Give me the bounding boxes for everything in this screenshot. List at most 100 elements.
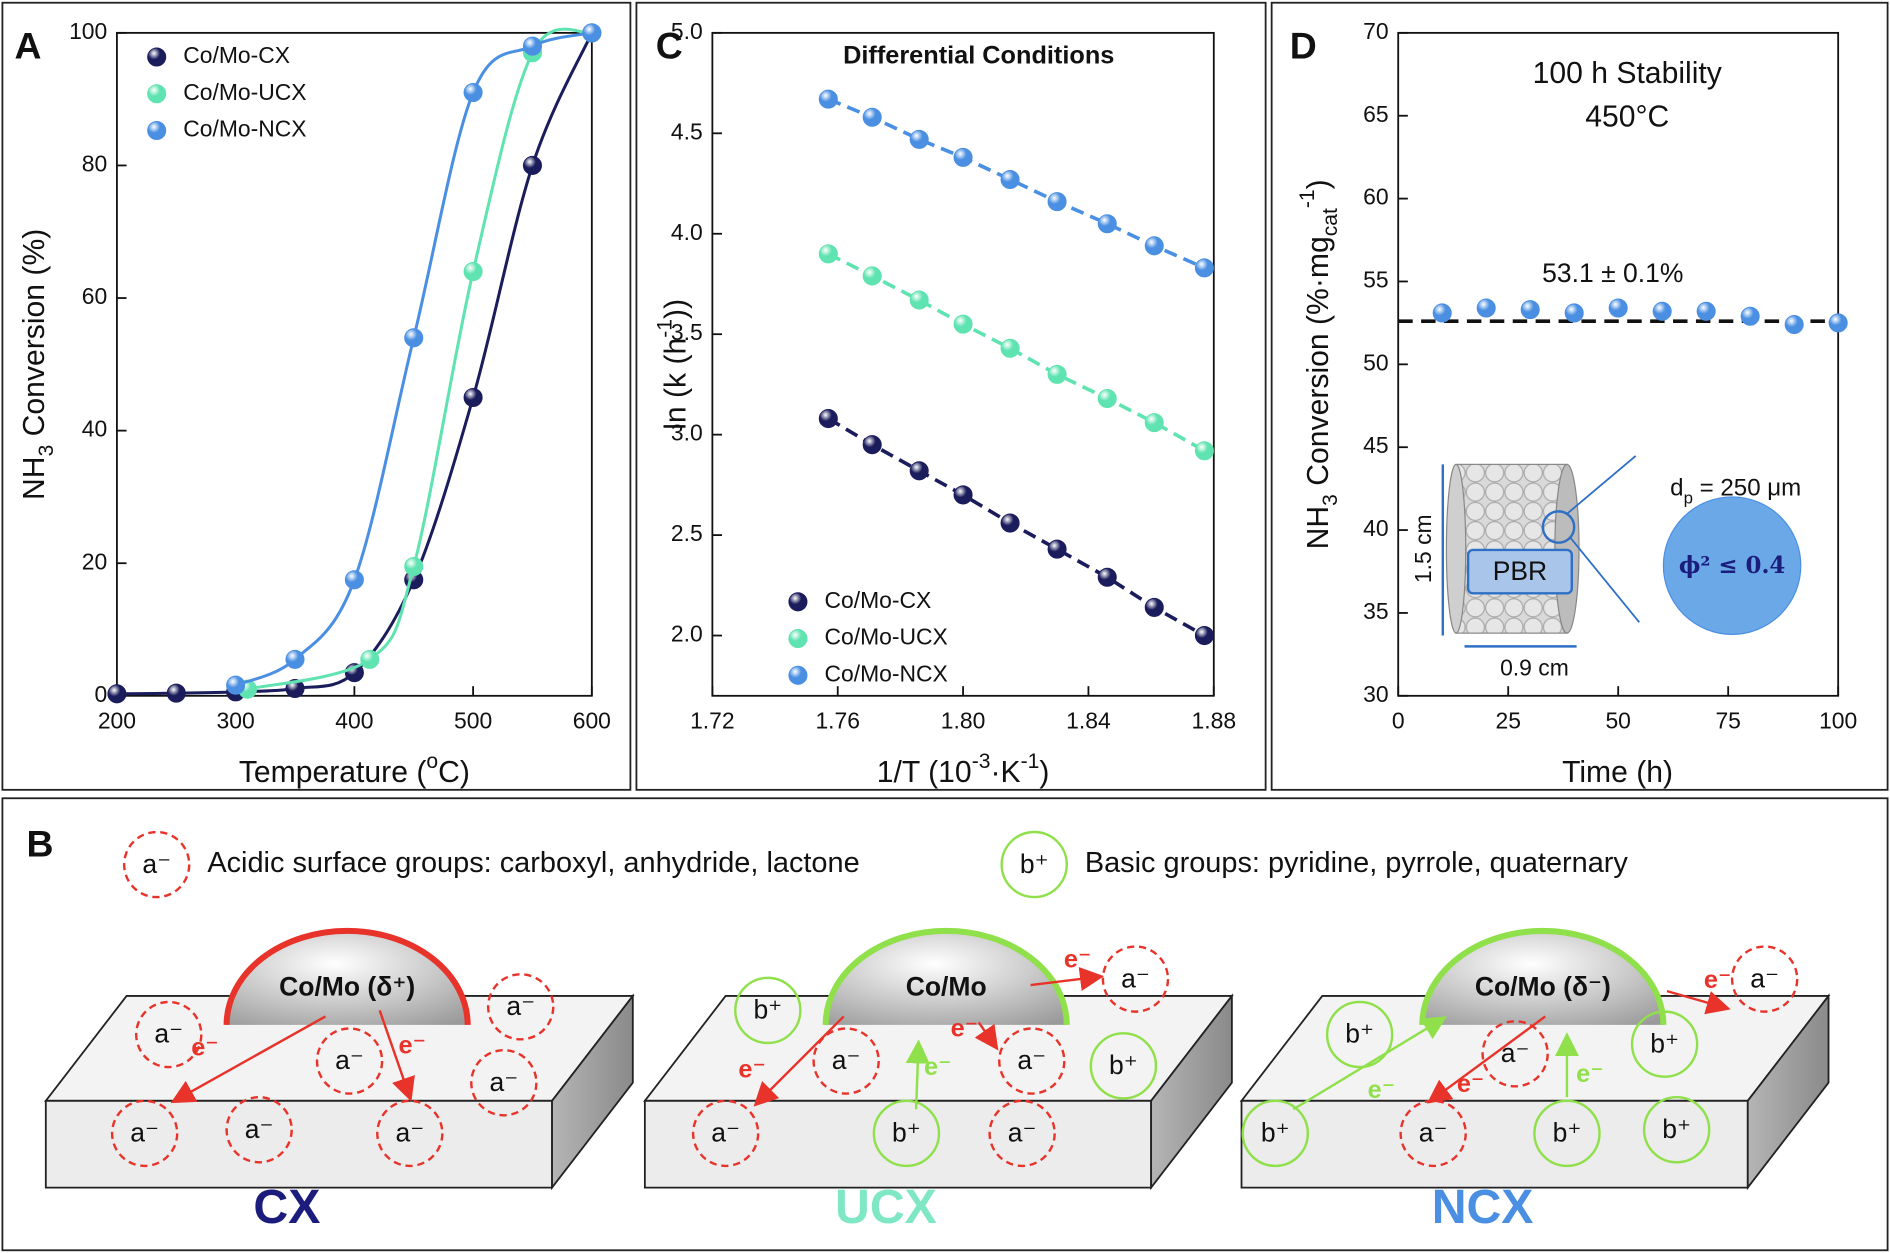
electron-arrow <box>170 1015 327 1104</box>
surface-group <box>376 1099 444 1168</box>
data-point <box>1432 303 1452 323</box>
group-label: a⁻ <box>489 1067 518 1097</box>
y-tick-label: 70 <box>1363 18 1388 44</box>
x-tick-label: 400 <box>335 707 373 733</box>
group-label: a⁻ <box>395 1118 424 1148</box>
surface-group <box>734 976 802 1045</box>
y-tick-label: 50 <box>1363 349 1388 375</box>
legend-label: Co/Mo-CX <box>183 42 290 68</box>
surface-group <box>998 1027 1066 1095</box>
y-tick-label: 3.5 <box>671 319 703 345</box>
surface-group <box>1399 1099 1467 1168</box>
x-axis-label: Time (h) <box>1562 756 1673 789</box>
x-tick-label: 1.72 <box>690 707 735 733</box>
y-tick-label: 2.5 <box>671 520 703 546</box>
x-tick-label: 300 <box>217 707 255 733</box>
group-label: b⁺ <box>1020 849 1049 879</box>
surface-group <box>872 1099 941 1168</box>
y-tick-label: 100 <box>69 18 107 44</box>
y-tick-label: 55 <box>1363 267 1388 293</box>
surface-group <box>135 1000 203 1069</box>
data-point <box>818 244 838 264</box>
y-tick-label: 60 <box>82 283 107 309</box>
particle-label: Co/Mo <box>906 972 987 1002</box>
panel-letter: B <box>27 822 54 864</box>
data-point <box>1784 315 1804 335</box>
electron-arrow <box>378 1010 415 1102</box>
data-point <box>1097 567 1117 587</box>
x-axis-label: 1/T (10-3·K-1) <box>877 750 1050 789</box>
electron-label: e⁻ <box>1576 1060 1603 1088</box>
x-tick-label: 50 <box>1605 707 1630 733</box>
annotation: 100 h Stability <box>1533 57 1722 90</box>
data-point <box>953 147 973 167</box>
y-tick-label: 60 <box>1363 184 1388 210</box>
panel-letter: D <box>1290 24 1317 66</box>
surface-group <box>225 1095 293 1164</box>
group-label: a⁻ <box>1419 1118 1448 1148</box>
surface-group <box>988 1099 1056 1168</box>
y-tick-label: 30 <box>1363 681 1388 707</box>
electron-arrow <box>1426 1015 1546 1104</box>
y-axis-label: NH3 Conversion (%) <box>18 229 58 500</box>
surface-group <box>1481 1020 1549 1088</box>
support-name: UCX <box>835 1180 937 1234</box>
group-label: a⁻ <box>506 991 535 1021</box>
legend-text: Acidic surface groups: carboxyl, anhydri… <box>207 847 859 879</box>
panel-letter: A <box>14 24 41 66</box>
data-point <box>953 314 973 334</box>
data-point <box>1144 236 1164 256</box>
y-tick-label: 40 <box>1363 515 1388 541</box>
electron-label: e⁻ <box>1704 966 1731 994</box>
group-label: b⁺ <box>1261 1118 1290 1148</box>
data-point <box>1564 303 1584 323</box>
group-label: b⁺ <box>1662 1114 1691 1144</box>
data-point <box>1608 298 1628 318</box>
annotation: 53.1 ± 0.1% <box>1542 258 1683 288</box>
y-tick-label: 3.0 <box>671 420 703 446</box>
x-tick-label: 200 <box>98 707 136 733</box>
particle-edge <box>1419 927 1667 1025</box>
x-tick-label: 25 <box>1495 707 1520 733</box>
x-tick-label: 75 <box>1715 707 1740 733</box>
legend-marker <box>788 592 808 612</box>
legend-label: Co/Mo-UCX <box>824 624 947 650</box>
electron-arrow <box>974 1021 999 1051</box>
data-point <box>1000 513 1020 533</box>
particle-label: Co/Mo (δ⁺) <box>279 972 415 1002</box>
inset-label: PBR <box>1493 556 1548 586</box>
electron-label: e⁻ <box>1368 1076 1395 1104</box>
legend-marker <box>788 665 808 685</box>
series-line <box>827 252 1206 453</box>
x-tick-label: 1.80 <box>941 707 986 733</box>
zoom-circle <box>1541 510 1576 544</box>
surface-group <box>1730 945 1799 1013</box>
support-name: CX <box>253 1180 320 1234</box>
legend-marker <box>147 84 167 104</box>
surface-group <box>110 1099 179 1168</box>
data-point <box>1144 413 1164 433</box>
electron-label: e⁻ <box>1457 1070 1484 1098</box>
surface-group <box>812 1027 880 1095</box>
legend-label: Co/Mo-CX <box>824 587 931 613</box>
legend-label: Co/Mo-NCX <box>824 660 947 686</box>
x-tick-label: 1.84 <box>1066 707 1111 733</box>
x-tick-label: 100 <box>1819 707 1857 733</box>
legend-text: Basic groups: pyridine, pyrrole, quatern… <box>1085 847 1629 879</box>
y-tick-label: 45 <box>1363 432 1388 458</box>
surface-group <box>470 1048 538 1117</box>
electron-label: e⁻ <box>738 1055 765 1083</box>
y-tick-label: 0 <box>95 681 108 707</box>
group-label: a⁻ <box>1501 1038 1530 1068</box>
slab-side <box>1150 993 1233 1191</box>
panel-frame <box>1 1 632 791</box>
x-tick-label: 0 <box>1392 707 1405 733</box>
data-point <box>522 36 542 56</box>
electron-arrow <box>1030 967 1105 991</box>
x-tick-label: 1.88 <box>1192 707 1237 733</box>
data-point <box>1194 626 1214 646</box>
group-label: a⁻ <box>832 1045 861 1075</box>
group-label: a⁻ <box>142 849 171 879</box>
group-label: a⁻ <box>1750 963 1779 993</box>
data-point <box>862 107 882 127</box>
